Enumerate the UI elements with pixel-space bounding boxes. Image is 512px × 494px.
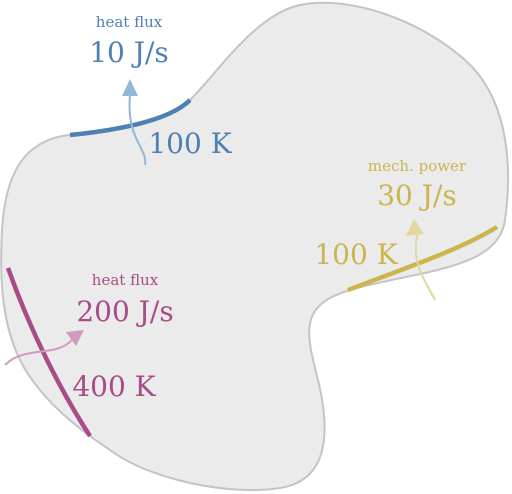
right-boundary-segment xyxy=(347,225,499,293)
right-flux-label: mech. power xyxy=(368,157,467,175)
left-flux-value: 200 J/s xyxy=(76,295,173,328)
left-temperature: 400 K xyxy=(72,370,156,403)
left-boundary-segment xyxy=(5,267,92,438)
top-flux-value: 10 J/s xyxy=(89,36,169,69)
right-temperature: 100 K xyxy=(314,238,398,271)
right-flux-arrowhead xyxy=(406,219,424,236)
top-flux-label: heat flux xyxy=(96,13,163,31)
top-boundary-segment xyxy=(69,98,192,138)
left-flux-label: heat flux xyxy=(92,271,159,289)
right-flux-value: 30 J/s xyxy=(377,179,457,212)
left-flux-arrow xyxy=(4,339,73,366)
right-flux-arrow xyxy=(414,231,436,301)
top-flux-arrowhead xyxy=(122,79,138,96)
top-temperature: 100 K xyxy=(148,127,232,160)
top-flux-arrow xyxy=(128,94,147,166)
left-flux-arrowhead xyxy=(66,330,84,346)
